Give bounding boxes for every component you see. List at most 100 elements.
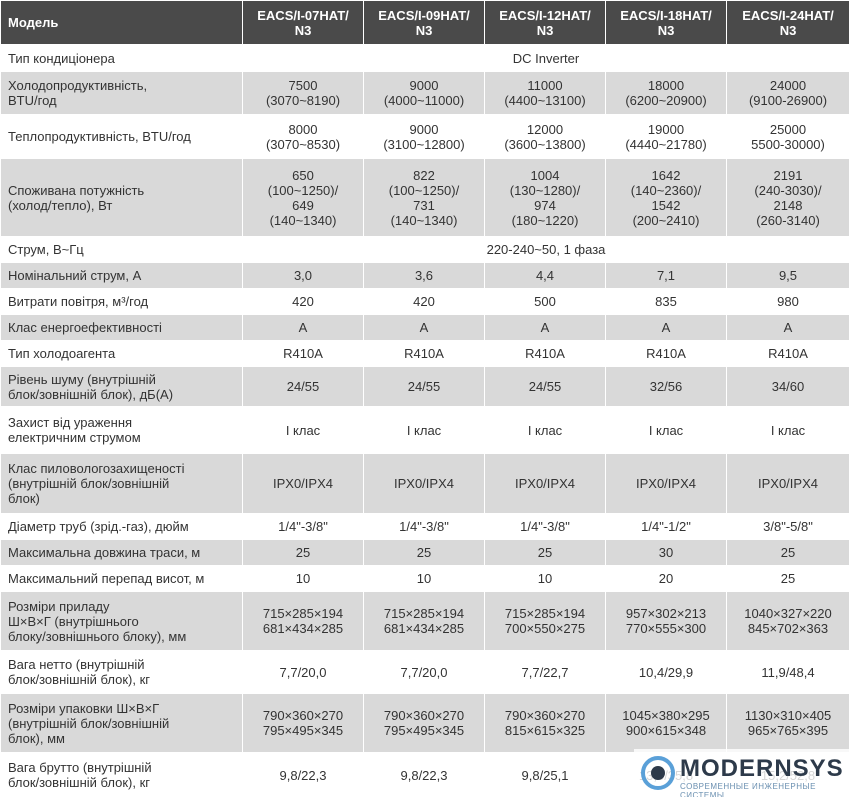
cell-value: 9,8/22,3	[242, 752, 364, 797]
cell-value: 3/8"-5/8"	[726, 513, 849, 540]
cell-value: A	[605, 314, 727, 341]
cell-value: 7,7/22,7	[484, 650, 606, 694]
column-header: EACS/I-18HAT/ N3	[605, 0, 727, 45]
cell-value: 10,4/29,9	[605, 650, 727, 694]
cell-value: 3,0	[242, 262, 364, 289]
cell-value: 7500 (3070~8190)	[242, 71, 364, 115]
cell-value: 715×285×194 681×434×285	[242, 591, 364, 651]
cell-value: 220-240~50, 1 фаза	[242, 236, 849, 263]
cell-value: A	[484, 314, 606, 341]
cell-value: I клас	[605, 406, 727, 454]
cell-value: 420	[242, 288, 364, 315]
logo: MODERNSYS СОВРЕМЕННЫЕ ИНЖЕНЕРНЫЕ СИСТЕМЫ	[634, 749, 849, 797]
cell-value: 790×360×270 815×615×325	[484, 693, 606, 753]
cell-value: 20	[605, 565, 727, 592]
row-label: Рівень шуму (внутрішній блок/зовнішній б…	[0, 366, 243, 407]
row-label: Теплопродуктивність, BTU/год	[0, 114, 243, 159]
cell-value: 1/4"-1/2"	[605, 513, 727, 540]
table-row: Тип холодоагента R410A R410A R410A R410A R410…	[0, 340, 849, 367]
table-row: Теплопродуктивність, BTU/год 8000 (3070~8…	[0, 114, 849, 159]
cell-value: 1/4"-3/8"	[363, 513, 485, 540]
cell-value: 25	[726, 565, 849, 592]
cell-value: DC Inverter	[242, 44, 849, 72]
cell-value: 1130×310×405 965×765×395	[726, 693, 849, 753]
cell-value: 19000 (4440~21780)	[605, 114, 727, 159]
table-row: Витрати повітря, м³/год 420 420 500 835 980	[0, 288, 849, 315]
cell-value: 980	[726, 288, 849, 315]
row-label: Захист від ураження електричним струмом	[0, 406, 243, 454]
column-header: EACS/I-24HAT/ N3	[726, 0, 849, 45]
cell-value: 9000 (3100~12800)	[363, 114, 485, 159]
cell-value: 25000 5500-30000)	[726, 114, 849, 159]
cell-value: 500	[484, 288, 606, 315]
cell-value: 24000 (9100-26900)	[726, 71, 849, 115]
cell-value: R410A	[484, 340, 606, 367]
table-row: Струм, В~Гц 220-240~50, 1 фаза	[0, 236, 849, 263]
row-label: Максимальний перепад висот, м	[0, 565, 243, 592]
cell-value: I клас	[363, 406, 485, 454]
cell-value: 1040×327×220 845×702×363	[726, 591, 849, 651]
cell-value: 24/55	[363, 366, 485, 407]
header-row: Модель EACS/I-07HAT/ N3 EACS/I-09HAT/ N3 EA…	[0, 0, 849, 45]
column-header: EACS/I-12HAT/ N3	[484, 0, 606, 45]
cell-value: IPX0/IPX4	[726, 453, 849, 514]
cell-value: 12000 (3600~13800)	[484, 114, 606, 159]
cell-value: 1/4"-3/8"	[484, 513, 606, 540]
cell-value: IPX0/IPX4	[605, 453, 727, 514]
row-label: Номінальний струм, А	[0, 262, 243, 289]
table-row: Клас енергоефективності A A A A A	[0, 314, 849, 341]
row-label: Клас енергоефективності	[0, 314, 243, 341]
cell-value: 835	[605, 288, 727, 315]
cell-value: 24/55	[484, 366, 606, 407]
cell-value: 7,7/20,0	[242, 650, 364, 694]
cell-value: 650 (100~1250)/ 649 (140~1340)	[242, 158, 364, 237]
cell-value: 2191 (240-3030)/ 2148 (260-3140)	[726, 158, 849, 237]
cell-value: 30	[605, 539, 727, 566]
cell-value: I клас	[242, 406, 364, 454]
cell-value: 24/55	[242, 366, 364, 407]
table-row: Тип кондиціонера DC Inverter	[0, 44, 849, 72]
cell-value: 10	[242, 565, 364, 592]
row-label: Розміри приладу Ш×В×Г (внутрішнього блок…	[0, 591, 243, 651]
logo-name: MODERNSYS	[680, 755, 844, 782]
table-row: Клас пиловологозахищеності (внутрішній б…	[0, 453, 849, 514]
cell-value: A	[242, 314, 364, 341]
table-row: Споживана потужність (холод/тепло), Вт 65…	[0, 158, 849, 237]
row-label: Розміри упаковки Ш×В×Г (внутрішній блок/…	[0, 693, 243, 753]
cell-value: 957×302×213 770×555×300	[605, 591, 727, 651]
cell-value: 7,1	[605, 262, 727, 289]
row-label: Максимальна довжина траси, м	[0, 539, 243, 566]
row-header-title: Модель	[0, 0, 243, 45]
cell-value: 790×360×270 795×495×345	[242, 693, 364, 753]
cell-value: 790×360×270 795×495×345	[363, 693, 485, 753]
cell-value: 1045×380×295 900×615×348	[605, 693, 727, 753]
row-label: Діаметр труб (зрід.-газ), дюйм	[0, 513, 243, 540]
cell-value: IPX0/IPX4	[484, 453, 606, 514]
cell-value: 420	[363, 288, 485, 315]
cell-value: 7,7/20,0	[363, 650, 485, 694]
cell-value: 715×285×194 681×434×285	[363, 591, 485, 651]
row-label: Тип холодоагента	[0, 340, 243, 367]
cell-value: 3,6	[363, 262, 485, 289]
cell-value: 32/56	[605, 366, 727, 407]
table-row: Розміри упаковки Ш×В×Г (внутрішній блок/…	[0, 693, 849, 753]
cell-value: I клас	[484, 406, 606, 454]
column-header: EACS/I-07HAT/ N3	[242, 0, 364, 45]
cell-value: 11,9/48,4	[726, 650, 849, 694]
cell-value: 34/60	[726, 366, 849, 407]
cell-value: 1642 (140~2360)/ 1542 (200~2410)	[605, 158, 727, 237]
cell-value: 715×285×194 700×550×275	[484, 591, 606, 651]
cell-value: 1004 (130~1280)/ 974 (180~1220)	[484, 158, 606, 237]
cell-value: A	[726, 314, 849, 341]
cell-value: R410A	[605, 340, 727, 367]
cell-value: IPX0/IPX4	[242, 453, 364, 514]
cell-value: 4,4	[484, 262, 606, 289]
table-row: Номінальний струм, А 3,0 3,6 4,4 7,1 9,5	[0, 262, 849, 289]
cell-value: R410A	[726, 340, 849, 367]
table-row: Захист від ураження електричним струмом I…	[0, 406, 849, 454]
cell-value: 9,5	[726, 262, 849, 289]
row-label: Тип кондиціонера	[0, 44, 243, 72]
table-row: Максимальний перепад висот, м 10 10 10 20 25	[0, 565, 849, 592]
